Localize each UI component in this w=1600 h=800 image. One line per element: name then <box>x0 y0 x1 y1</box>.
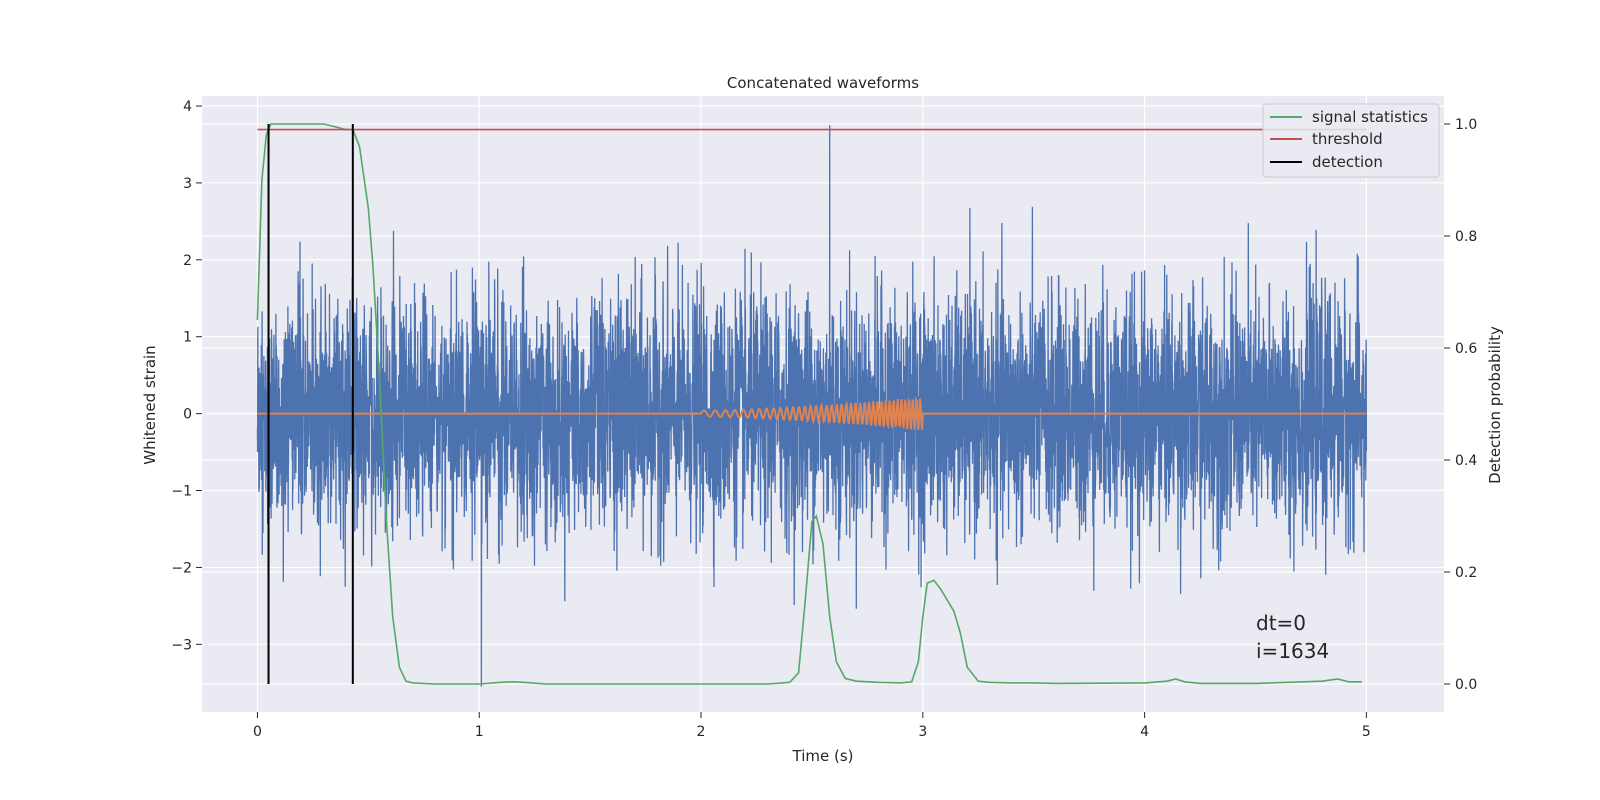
annotation-line-2: i=1634 <box>1256 639 1329 663</box>
y2-axis-label: Detection probability <box>1486 326 1504 484</box>
y2-tick-label-4: 0.8 <box>1455 229 1477 245</box>
series-chirp-template-line <box>257 396 1367 431</box>
x-tick-label-1: 1 <box>475 724 484 740</box>
y2-tick-label-5: 1.0 <box>1455 117 1477 133</box>
y-tick-label-2: −1 <box>171 484 192 500</box>
x-tick-label-2: 2 <box>697 724 706 740</box>
x-tick-label-5: 5 <box>1362 724 1371 740</box>
annotation: dt=0 i=1634 <box>1256 611 1329 663</box>
legend-box <box>1262 103 1440 178</box>
x-axis-label: Time (s) <box>792 747 854 765</box>
legend-label-signal-statistics: signal statistics <box>1312 108 1428 126</box>
annotation-line-1: dt=0 <box>1256 611 1306 635</box>
series-signal-statistics-line <box>256 123 1362 685</box>
series-whitened-strain-line <box>256 125 1368 687</box>
y-tick-label-1: −2 <box>171 560 192 576</box>
y-axis-label: Whitened strain <box>141 345 159 464</box>
y-tick-label-0: −3 <box>171 637 192 653</box>
y2-tick-label-0: 0.0 <box>1455 677 1477 693</box>
x-tick-label-3: 3 <box>918 724 927 740</box>
legend-label-threshold: threshold <box>1312 130 1383 148</box>
series-layer <box>256 123 1368 687</box>
chart-title: Concatenated waveforms <box>727 74 919 92</box>
x-axis-ticks: 0 1 2 3 4 5 <box>253 712 1371 740</box>
y2-tick-label-3: 0.6 <box>1455 341 1477 357</box>
y-tick-label-6: 3 <box>183 176 192 192</box>
legend: signal statistics threshold detection <box>1262 103 1440 178</box>
legend-label-detection: detection <box>1312 153 1383 171</box>
y-tick-label-4: 1 <box>183 330 192 346</box>
y2-tick-label-1: 0.2 <box>1455 565 1477 581</box>
y2-tick-label-2: 0.4 <box>1455 453 1477 469</box>
y-tick-label-7: 4 <box>183 99 192 115</box>
y-tick-label-5: 2 <box>183 253 192 269</box>
x-tick-label-0: 0 <box>253 724 262 740</box>
y-tick-label-3: 0 <box>183 407 192 423</box>
right-axis-ticks: 0.0 0.2 0.4 0.6 0.8 1.0 <box>1444 117 1477 693</box>
x-tick-label-4: 4 <box>1140 724 1149 740</box>
left-axis-ticks: −3 −2 −1 0 1 2 3 4 <box>171 99 202 653</box>
